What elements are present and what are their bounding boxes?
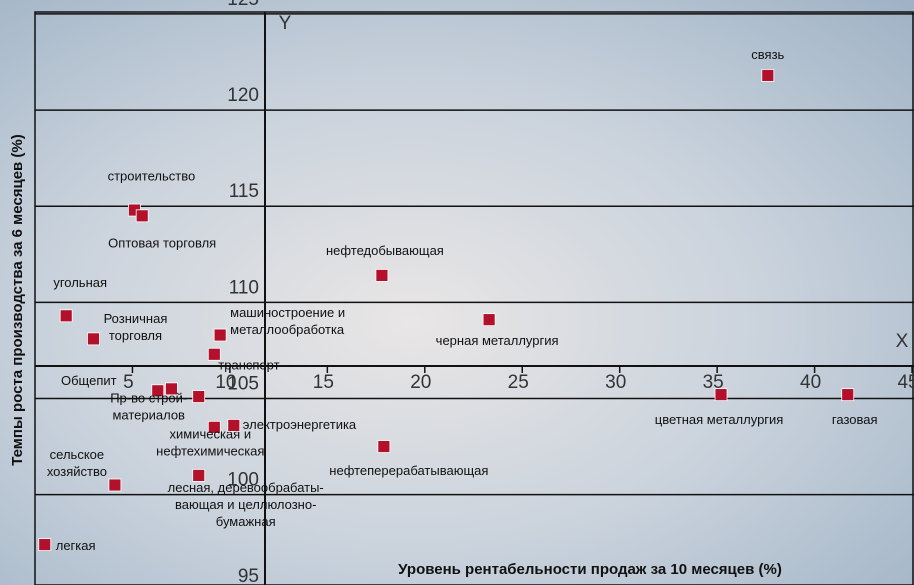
point-label: материалов xyxy=(112,408,185,423)
x-axis-label: X xyxy=(896,331,909,352)
x-tick-label: 25 xyxy=(508,372,529,393)
x-tick-label: 40 xyxy=(800,372,821,393)
x-tick-label: 10 xyxy=(215,372,236,393)
point-label: сельское xyxy=(50,447,104,462)
point xyxy=(39,539,51,551)
point xyxy=(87,333,99,345)
point-label: вающая и целлюлозно- xyxy=(175,497,316,512)
point-label: Общепит xyxy=(61,373,117,388)
point-label: угольная xyxy=(53,275,107,290)
point-label: строительство xyxy=(108,168,196,183)
x-tick-label: 20 xyxy=(410,372,431,393)
point-label: нефтедобывающая xyxy=(326,243,444,258)
x-axis-title: Уровень рентабельности продаж за 10 меся… xyxy=(398,561,782,578)
point xyxy=(60,310,72,322)
x-tick-label: 30 xyxy=(605,372,626,393)
point-label: газовая xyxy=(832,412,878,427)
chart: Темпы роста производства за 6 месяцев (%… xyxy=(0,0,914,585)
y-axis-title: Темпы роста производства за 6 месяцев (%… xyxy=(9,134,26,466)
y-tick-label: 110 xyxy=(229,277,259,298)
y-tick-label: 115 xyxy=(229,181,259,202)
point xyxy=(109,479,121,491)
point-label: цветная металлургия xyxy=(655,412,784,427)
point-label: Пр-во строй- xyxy=(110,391,187,406)
y-axis-label: Y xyxy=(279,13,292,34)
point xyxy=(193,391,205,403)
point-label: лесная, деревообрабаты- xyxy=(168,480,324,495)
point xyxy=(715,389,727,401)
point-label: связь xyxy=(751,47,784,62)
point-label: хозяйство xyxy=(47,464,107,479)
page: Темпы роста производства за 6 месяцев (%… xyxy=(0,0,914,585)
point xyxy=(842,389,854,401)
point-label: бумажная xyxy=(216,514,276,529)
point-label: нефтеперерабатывающая xyxy=(329,463,488,478)
background xyxy=(0,0,914,585)
point xyxy=(762,69,774,81)
y-tick-label: 95 xyxy=(238,566,259,585)
point-label: Оптовая торговля xyxy=(108,235,216,250)
point xyxy=(483,314,495,326)
point-label: нефтехимическая xyxy=(156,443,264,458)
point xyxy=(376,269,388,281)
point-label: легкая xyxy=(56,538,96,553)
point-label: транспорт xyxy=(218,358,279,373)
point-label: черная металлургия xyxy=(436,333,559,348)
point-label: машиностроение и xyxy=(230,305,345,320)
x-tick-label: 15 xyxy=(313,372,334,393)
point-label: металлообработка xyxy=(230,322,345,337)
point xyxy=(214,329,226,341)
point xyxy=(228,419,240,431)
point-label: Розничная xyxy=(104,311,168,326)
y-tick-label: 120 xyxy=(227,85,259,106)
x-tick-label: 45 xyxy=(897,372,914,393)
point xyxy=(378,441,390,453)
point-label: торговля xyxy=(109,328,162,343)
y-tick-label: 125 xyxy=(227,0,259,10)
point xyxy=(136,210,148,222)
point-label: электроэнергетика xyxy=(243,417,357,432)
